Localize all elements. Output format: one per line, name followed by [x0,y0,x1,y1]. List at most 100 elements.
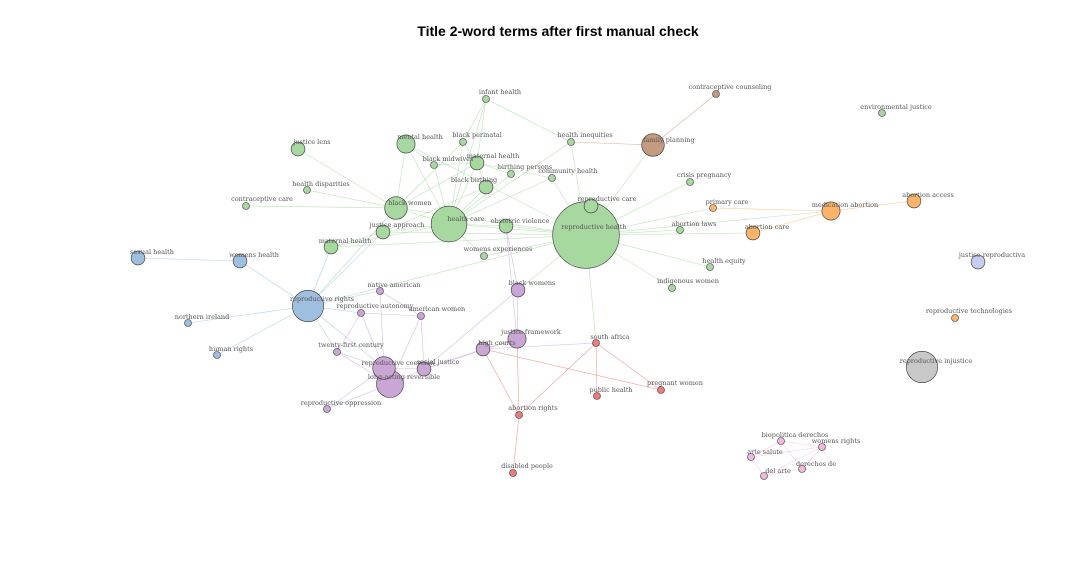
node-reproductive-rights[interactable] [291,289,324,322]
node-health-inequities[interactable] [567,138,575,146]
edge-reproductive-health-maternal-health-2 [330,234,587,248]
node-label-reproductive-rights: reproductive rights [290,295,354,303]
node-american-women[interactable] [417,312,425,320]
node-label-medication-abortion: medication abortion [812,201,878,209]
node-black-perinatal[interactable] [459,138,467,146]
edge-medication-abortion-primary-care [712,207,832,212]
node-label-maternal-health-2: maternal health [319,237,372,245]
node-label-justice-framework: justice framework [500,328,561,336]
edge-womens-rights-derechos-de [801,446,823,470]
node-indigenous-women[interactable] [668,284,676,292]
node-pregnant-women[interactable] [657,386,665,394]
edge-derechos-de-del-arte [763,468,803,477]
node-native-american[interactable] [376,287,384,295]
edge-biopolitica-derechos-womens-rights [780,440,823,448]
node-black-birthing[interactable] [478,179,494,195]
node-reproductive-health[interactable] [552,201,620,269]
node-public-health[interactable] [593,392,601,400]
node-black-womens[interactable] [510,282,526,298]
node-contraceptive-counseling[interactable] [712,90,720,98]
node-health-disparities[interactable] [303,186,311,194]
node-south-africa[interactable] [592,339,600,347]
node-disabled-people[interactable] [509,469,517,477]
node-abortion-laws[interactable] [676,226,684,234]
node-label-abortion-care: abortion care [745,223,790,231]
node-womens-health[interactable] [232,253,248,269]
node-justice-framework[interactable] [507,329,527,349]
node-label-american-women: american women [409,305,466,313]
node-twenty-first-century[interactable] [333,348,341,356]
node-maternal-health-1[interactable] [469,155,485,171]
node-primary-care[interactable] [709,204,717,212]
node-high-courts[interactable] [475,341,491,357]
edge-native-american-reproductive-coercion [379,290,385,369]
node-label-biopolitica-derechos: biopolitica derechos [762,431,829,439]
node-mental-health[interactable] [396,134,416,154]
edge-black-women-health-disparities [306,189,397,209]
edge-arte-salute-del-arte [750,456,765,477]
node-label-womens-experiences: womens experiences [464,245,533,253]
node-black-midwives[interactable] [430,161,438,169]
node-arte-salute[interactable] [747,453,755,461]
node-black-women[interactable] [384,196,408,220]
node-del-arte[interactable] [760,472,768,480]
edge-social-justice-black-womens [423,289,519,370]
node-label-crisis-pregnancy: crisis pregnancy [677,171,732,179]
edge-black-women-justice-lens [297,148,397,209]
node-sexual-health[interactable] [130,250,146,266]
node-womens-experiences[interactable] [480,252,488,260]
node-medication-abortion[interactable] [821,201,841,221]
node-justice-lens[interactable] [290,141,306,157]
node-northern-ireland[interactable] [184,319,192,327]
node-birthing-persons[interactable] [507,170,515,178]
node-reproductive-technologies[interactable] [951,314,959,322]
edge-reproductive-autonomy-twenty-first-century [336,312,362,353]
node-label-health-equity: health equity [702,257,746,265]
edge-family-planning-contraceptive-counseling [652,93,717,146]
node-abortion-care[interactable] [745,225,761,241]
edge-health-care-infant-health [448,98,487,225]
node-reproductive-care[interactable] [583,198,599,214]
node-obstetric-violence[interactable] [498,218,514,234]
node-justice-reproductiva[interactable] [970,254,986,270]
node-label-social-justice: social justice [417,358,460,366]
node-derechos-de[interactable] [798,465,806,473]
node-label-abortion-rights: abortion rights [508,404,557,412]
node-label-justice-reproductiva: justice reproductiva [958,251,1025,259]
node-label-reproductive-health: reproductive health [561,223,626,231]
edge-medication-abortion-abortion-access [830,200,915,212]
node-reproductive-oppression[interactable] [323,405,331,413]
node-infant-health[interactable] [482,95,490,103]
node-health-care[interactable] [430,205,468,243]
node-label-justice-approach: justice approach [369,221,425,229]
node-social-justice[interactable] [416,361,432,377]
node-human-rights[interactable] [213,351,221,359]
edge-justice-approach-maternal-health-2 [330,231,384,248]
edge-family-planning-health-inequities [570,141,654,146]
node-reproductive-injustice[interactable] [905,350,938,383]
node-label-derechos-de: derechos de [796,460,836,468]
node-environmental-justice[interactable] [878,109,886,117]
node-womens-rights[interactable] [818,443,826,451]
node-justice-approach[interactable] [375,224,391,240]
node-biopolitica-derechos[interactable] [777,437,785,445]
node-label-maternal-health-1: maternal health [467,152,520,160]
node-label-del-arte: del arte [765,467,791,475]
node-health-equity[interactable] [706,263,714,271]
edge-reproductive-health-reproductive-rights [307,234,587,307]
edge-reproductive-health-justice-approach [382,231,587,236]
node-abortion-access[interactable] [906,193,922,209]
node-reproductive-coercion[interactable] [372,356,396,380]
node-crisis-pregnancy[interactable] [686,178,694,186]
edge-arte-salute-womens-rights [750,446,823,458]
node-abortion-rights[interactable] [515,411,523,419]
node-label-primary-care: primary care [706,198,749,206]
node-community-health[interactable] [548,174,556,182]
node-maternal-health-2[interactable] [323,239,339,255]
node-family-planning[interactable] [641,133,665,157]
edge-black-women-black-perinatal [395,141,464,209]
edge-health-care-community-health [448,177,553,225]
node-contraceptive-care[interactable] [242,202,250,210]
node-reproductive-autonomy[interactable] [357,309,365,317]
